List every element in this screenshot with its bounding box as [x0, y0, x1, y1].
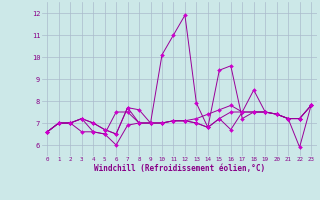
X-axis label: Windchill (Refroidissement éolien,°C): Windchill (Refroidissement éolien,°C) — [94, 164, 265, 173]
